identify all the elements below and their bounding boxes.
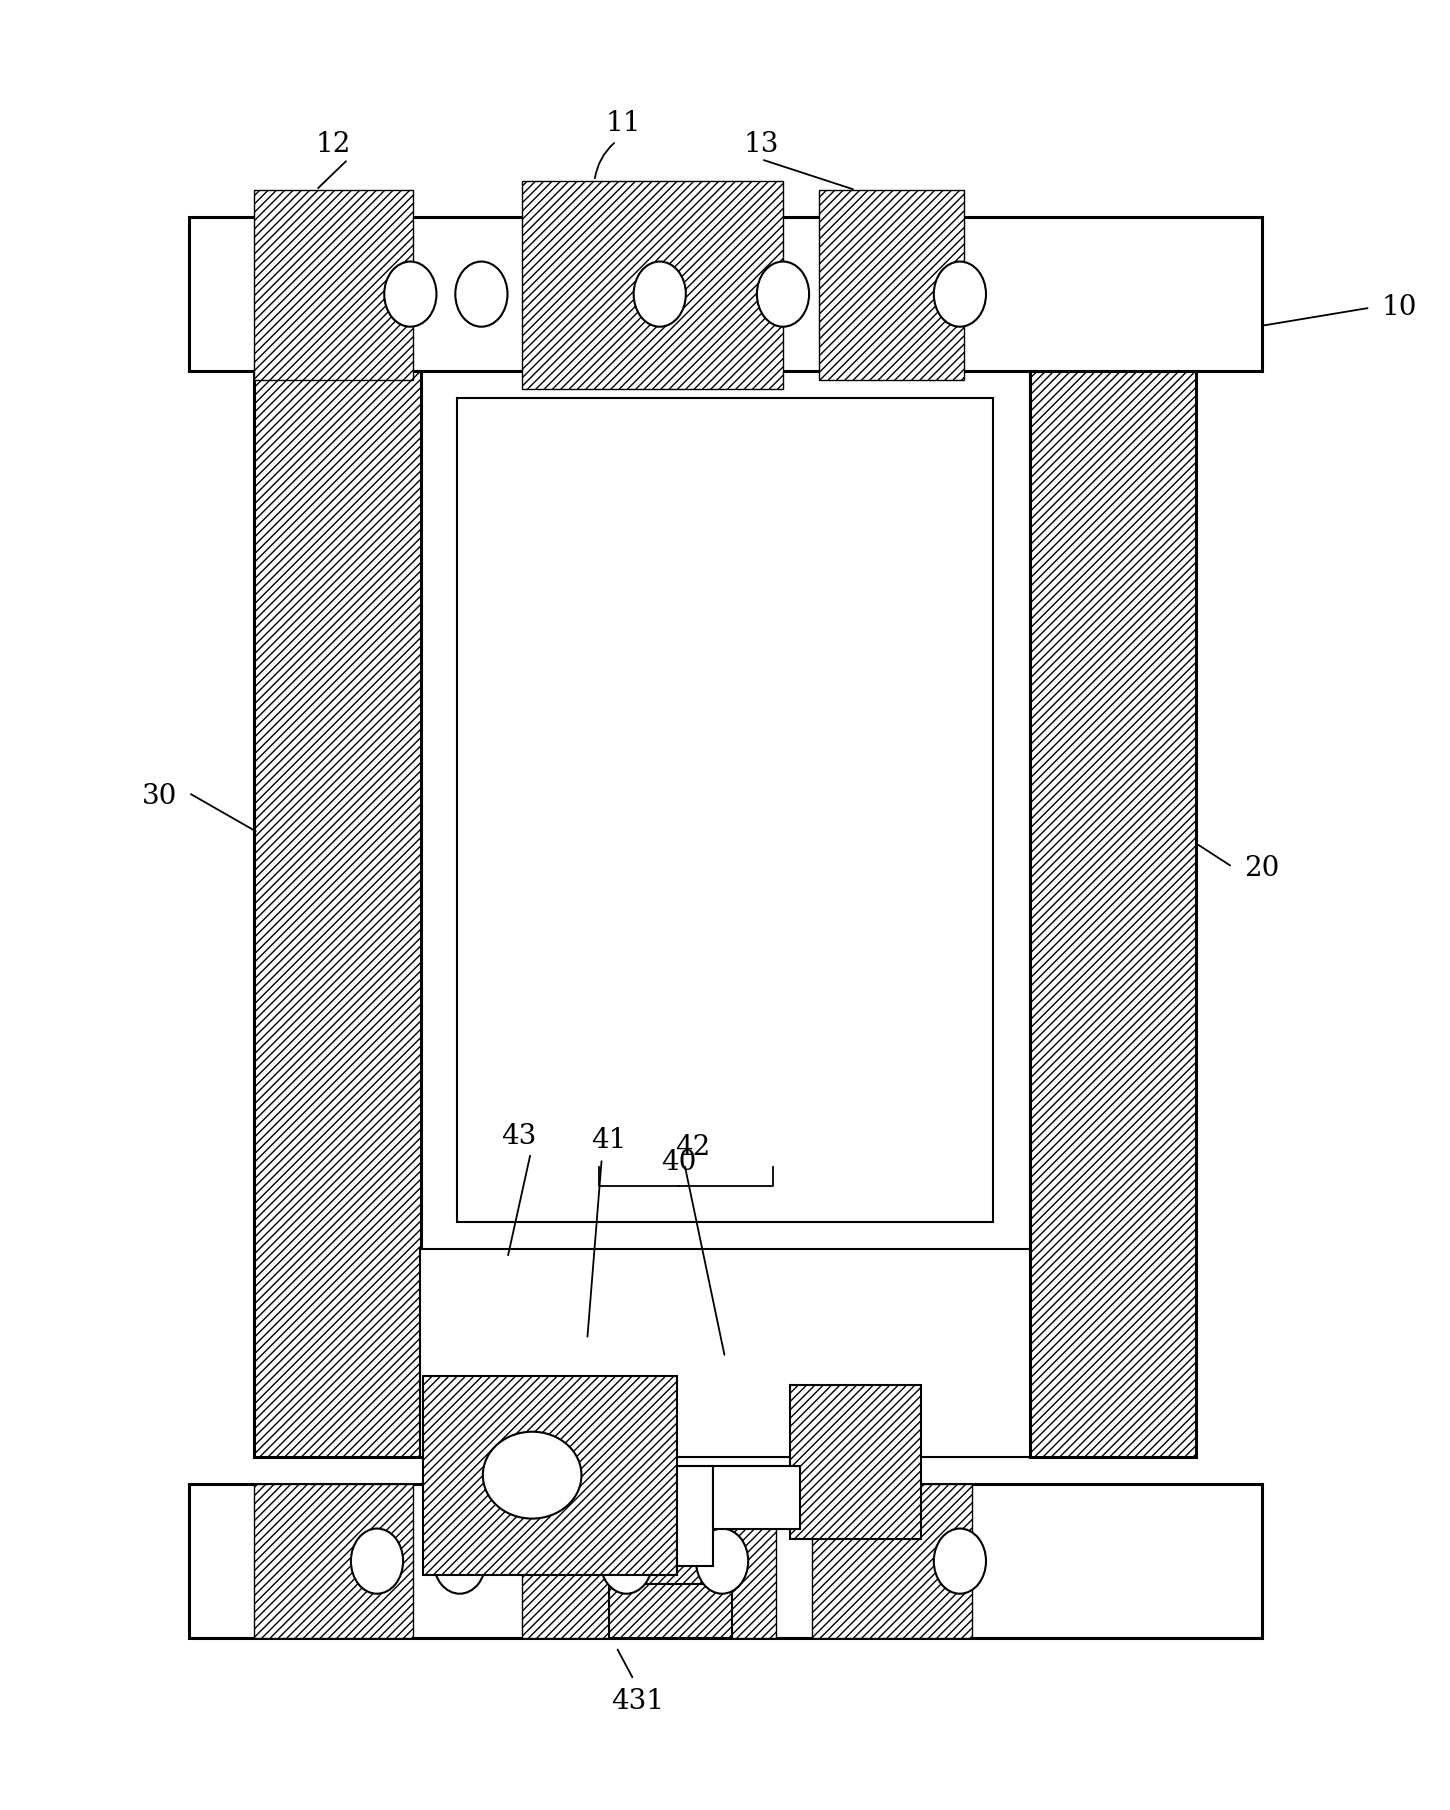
Bar [254, 1484, 413, 1638]
Text: 41: 41 [592, 1128, 626, 1153]
Circle shape [634, 262, 686, 326]
Circle shape [696, 1528, 748, 1593]
Bar [420, 371, 1030, 1457]
Text: 13: 13 [744, 132, 779, 157]
Circle shape [455, 262, 508, 326]
Bar [819, 190, 964, 380]
Text: 43: 43 [502, 1124, 536, 1149]
Bar [812, 1484, 972, 1638]
Bar [457, 398, 993, 1222]
Bar [423, 1376, 677, 1575]
Bar [188, 217, 1262, 371]
Bar [790, 1385, 921, 1538]
Text: 20: 20 [1244, 856, 1279, 881]
Text: 12: 12 [316, 132, 351, 157]
Bar [522, 1484, 776, 1638]
Bar [1030, 371, 1196, 1457]
Bar [713, 1466, 800, 1529]
Circle shape [351, 1528, 403, 1593]
Bar [677, 1466, 713, 1566]
Circle shape [600, 1528, 652, 1593]
Ellipse shape [483, 1432, 581, 1519]
Bar [188, 1484, 1262, 1638]
Bar [420, 1249, 1030, 1457]
Bar [522, 181, 783, 389]
Bar [254, 190, 413, 380]
Bar [609, 1584, 732, 1638]
Circle shape [384, 262, 436, 326]
Text: 431: 431 [612, 1689, 664, 1714]
Text: 42: 42 [676, 1135, 710, 1160]
Text: 40: 40 [661, 1149, 696, 1175]
Circle shape [757, 262, 809, 326]
Text: 11: 11 [606, 110, 641, 136]
Bar [254, 371, 420, 1457]
Circle shape [434, 1528, 486, 1593]
Text: 10: 10 [1382, 295, 1417, 320]
Circle shape [934, 262, 986, 326]
Circle shape [934, 1528, 986, 1593]
Text: 30: 30 [142, 784, 177, 809]
